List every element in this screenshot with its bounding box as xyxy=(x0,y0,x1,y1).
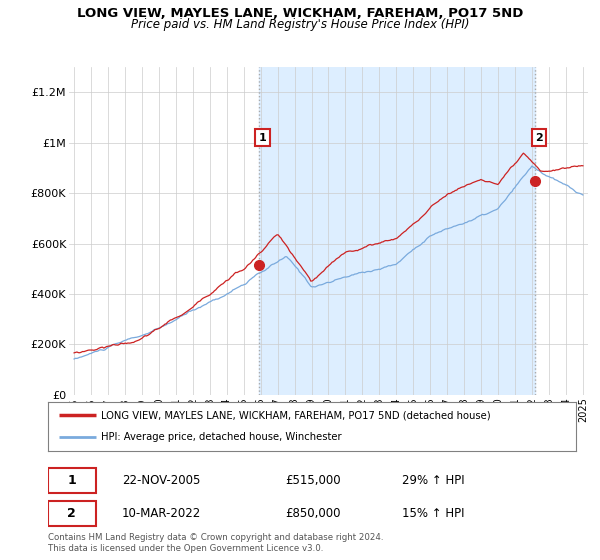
Text: 22-NOV-2005: 22-NOV-2005 xyxy=(122,474,200,487)
Text: 2: 2 xyxy=(535,133,542,143)
Text: 2: 2 xyxy=(67,507,76,520)
Text: £515,000: £515,000 xyxy=(286,474,341,487)
Text: 1: 1 xyxy=(259,133,266,143)
Text: £850,000: £850,000 xyxy=(286,507,341,520)
Text: 15% ↑ HPI: 15% ↑ HPI xyxy=(402,507,464,520)
Text: 1: 1 xyxy=(67,474,76,487)
Text: 10-MAR-2022: 10-MAR-2022 xyxy=(122,507,201,520)
FancyBboxPatch shape xyxy=(48,501,95,526)
Text: LONG VIEW, MAYLES LANE, WICKHAM, FAREHAM, PO17 5ND (detached house): LONG VIEW, MAYLES LANE, WICKHAM, FAREHAM… xyxy=(101,410,490,421)
Text: LONG VIEW, MAYLES LANE, WICKHAM, FAREHAM, PO17 5ND: LONG VIEW, MAYLES LANE, WICKHAM, FAREHAM… xyxy=(77,7,523,20)
Text: 29% ↑ HPI: 29% ↑ HPI xyxy=(402,474,464,487)
Text: Contains HM Land Registry data © Crown copyright and database right 2024.
This d: Contains HM Land Registry data © Crown c… xyxy=(48,533,383,553)
Text: HPI: Average price, detached house, Winchester: HPI: Average price, detached house, Winc… xyxy=(101,432,341,442)
Bar xyxy=(259,67,535,395)
Text: Price paid vs. HM Land Registry's House Price Index (HPI): Price paid vs. HM Land Registry's House … xyxy=(131,18,469,31)
FancyBboxPatch shape xyxy=(48,468,95,493)
